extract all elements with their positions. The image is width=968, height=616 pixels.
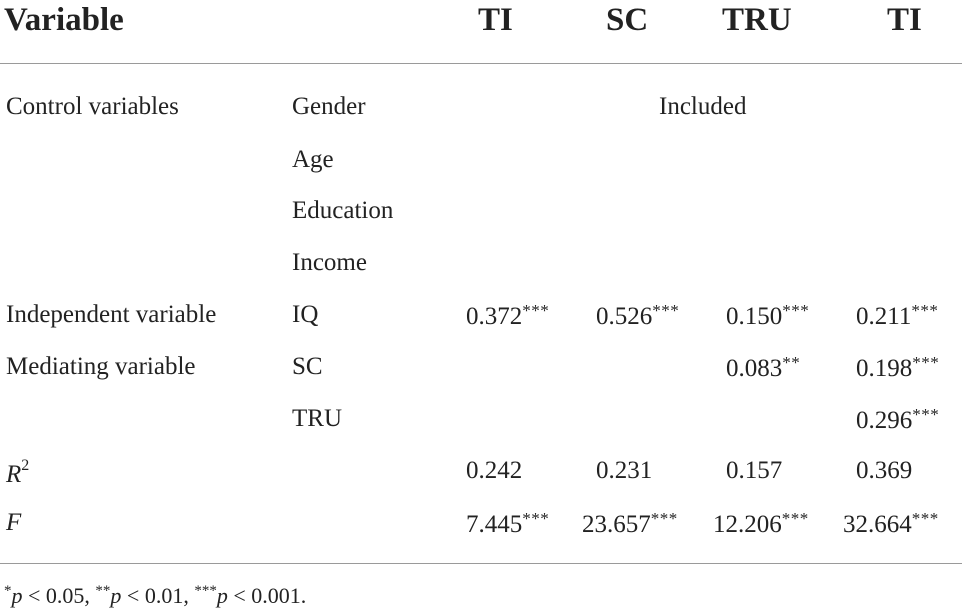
value-cell: 0.150*** [726, 301, 810, 330]
header-col-ti-2: TI [887, 2, 922, 38]
value-cell: 0.242 [466, 457, 523, 484]
row-group-label: Control variables [6, 93, 179, 120]
value-cell: 32.664*** [843, 509, 939, 538]
value-cell: 0.372*** [466, 301, 550, 330]
r-squared-label: R2 [6, 457, 30, 488]
row-item-label: IQ [292, 301, 319, 328]
value-cell: 0.231 [596, 457, 653, 484]
f-statistic-label: F [6, 509, 22, 536]
row-item-label: Education [292, 197, 394, 224]
header-col-tru: TRU [722, 2, 792, 38]
row-group-label: Mediating variable [6, 353, 196, 380]
row-item-label: Gender [292, 93, 366, 120]
row-item-label: TRU [292, 405, 342, 432]
value-cell: 0.369 [856, 457, 913, 484]
value-cell: 0.211*** [856, 301, 939, 330]
row-group-label: Independent variable [6, 301, 217, 328]
value-cell: 0.198*** [856, 353, 940, 382]
value-cell: 23.657*** [582, 509, 678, 538]
value-cell: 0.526*** [596, 301, 680, 330]
value-cell: 0.083** [726, 353, 801, 382]
header-col-ti-1: TI [478, 2, 513, 38]
value-cell: 7.445*** [466, 509, 550, 538]
significance-footnote: *p < 0.05, **p < 0.01, ***p < 0.001. [4, 583, 307, 608]
row-item-label: Age [292, 146, 334, 173]
header-variable: Variable [4, 2, 124, 38]
row-item-label: Income [292, 249, 367, 276]
bottom-rule [0, 563, 962, 564]
header-rule [0, 63, 962, 64]
row-item-label: SC [292, 353, 323, 380]
header-col-sc: SC [606, 2, 649, 38]
value-cell: 0.296*** [856, 405, 940, 434]
included-span-text: Included [659, 93, 747, 120]
value-cell: 0.157 [726, 457, 783, 484]
value-cell: 12.206*** [713, 509, 809, 538]
